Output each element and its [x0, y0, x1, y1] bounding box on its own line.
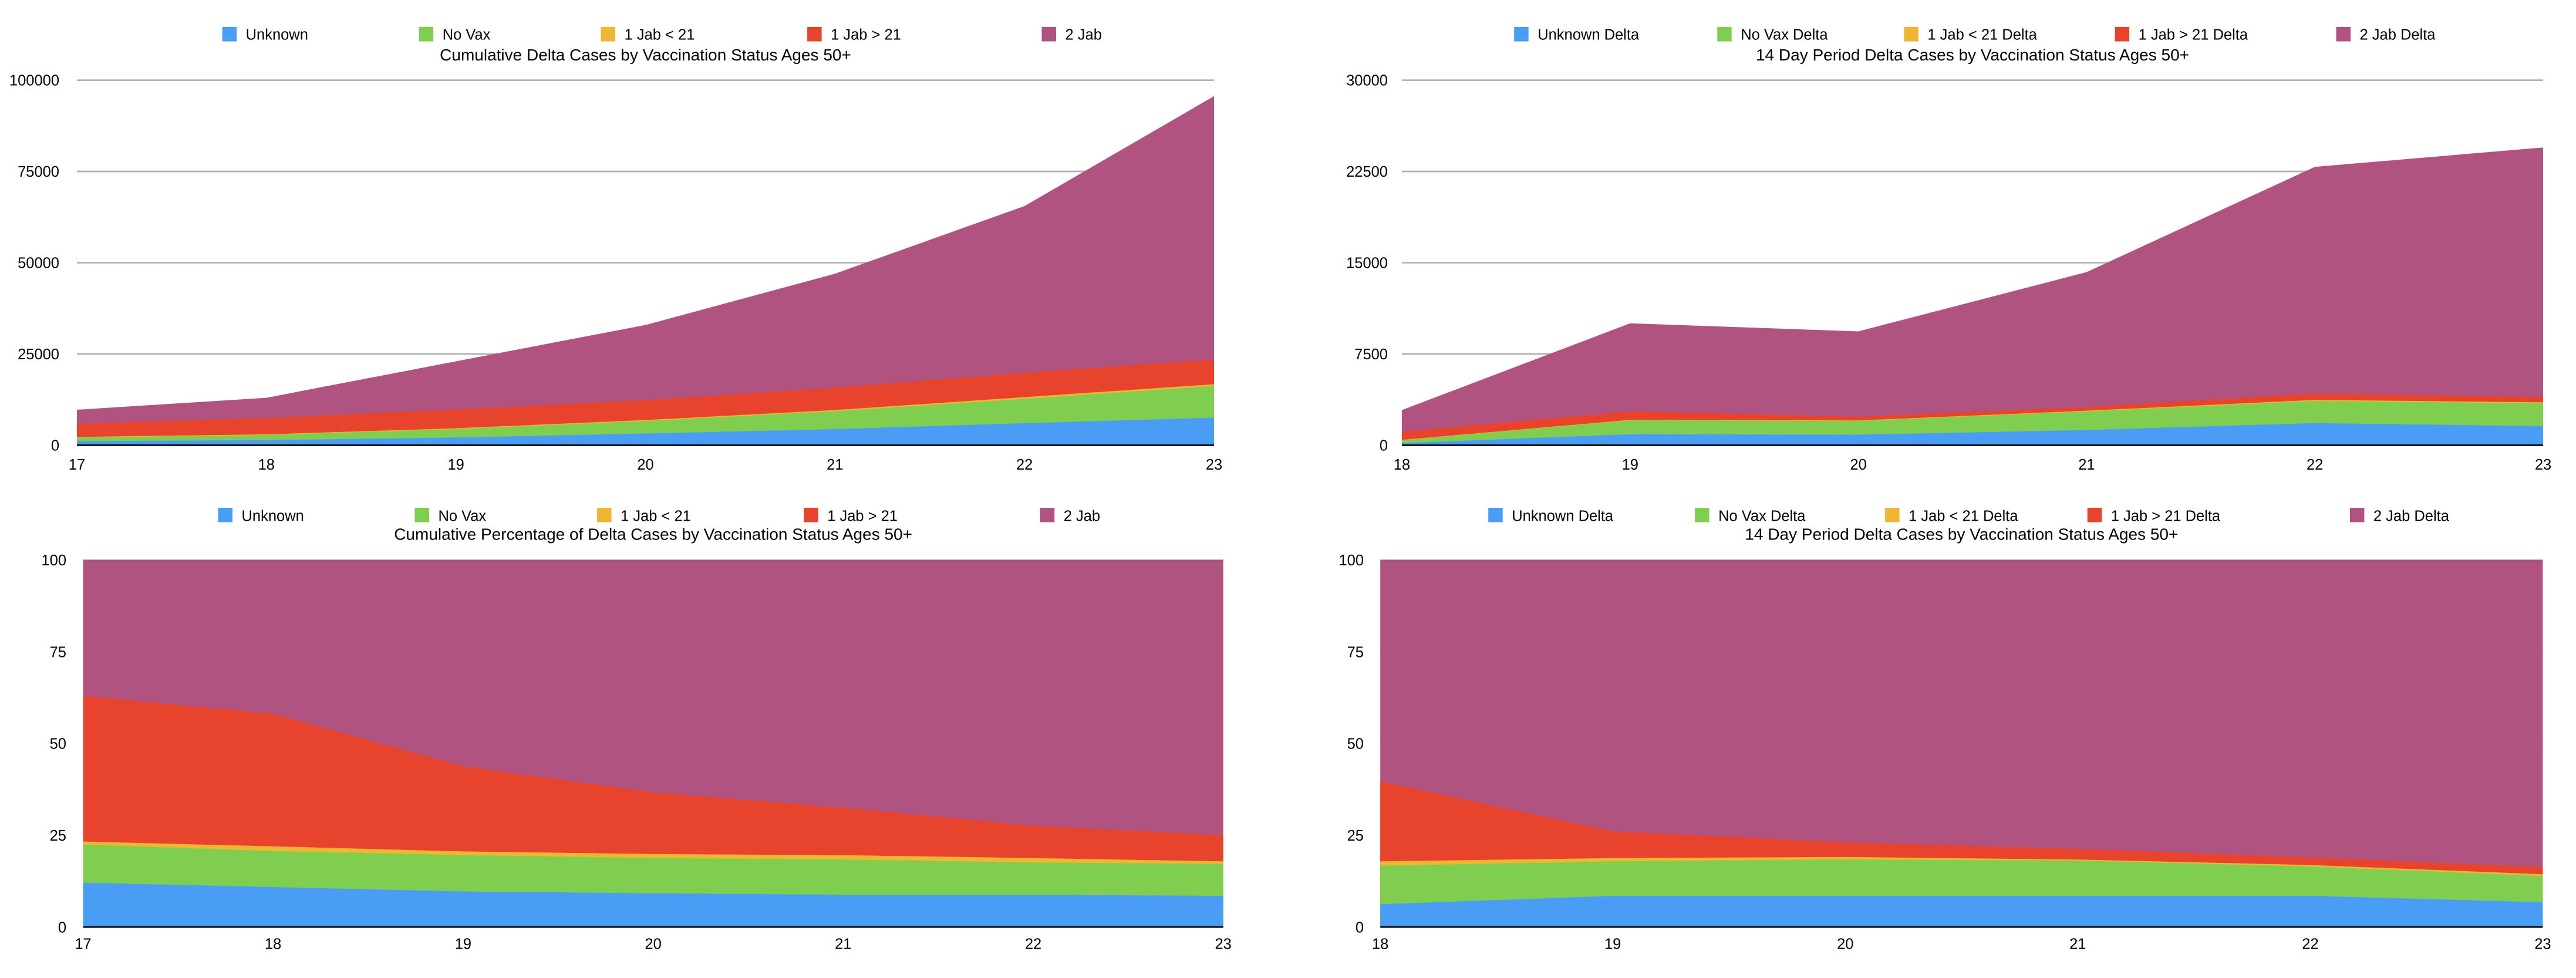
- svg-text:1 Jab < 21 Delta: 1 Jab < 21 Delta: [1909, 508, 2018, 524]
- svg-text:23: 23: [2535, 457, 2551, 473]
- svg-text:21: 21: [2078, 457, 2095, 473]
- svg-text:1 Jab > 21 Delta: 1 Jab > 21 Delta: [2139, 27, 2248, 43]
- svg-text:19: 19: [1604, 936, 1621, 953]
- svg-text:2 Jab Delta: 2 Jab Delta: [2360, 27, 2436, 43]
- svg-text:No Vax Delta: No Vax Delta: [1741, 27, 1828, 43]
- svg-text:0: 0: [58, 919, 66, 936]
- svg-text:1 Jab < 21: 1 Jab < 21: [625, 27, 695, 43]
- svg-text:No Vax: No Vax: [443, 27, 491, 43]
- svg-text:100: 100: [1338, 552, 1364, 569]
- svg-text:21: 21: [835, 936, 851, 953]
- svg-text:25: 25: [50, 828, 66, 844]
- svg-text:19: 19: [1622, 457, 1638, 473]
- svg-text:No Vax Delta: No Vax Delta: [1718, 508, 1806, 524]
- svg-text:1 Jab > 21: 1 Jab > 21: [831, 27, 901, 43]
- svg-text:21: 21: [827, 457, 843, 473]
- svg-text:15000: 15000: [1346, 255, 1388, 272]
- svg-text:17: 17: [75, 936, 91, 953]
- svg-text:100: 100: [41, 552, 66, 569]
- svg-text:50: 50: [1347, 736, 1364, 753]
- svg-text:14 Day Period Delta Cases by V: 14 Day Period Delta Cases by Vaccination…: [1756, 46, 2189, 64]
- svg-text:Unknown Delta: Unknown Delta: [1537, 27, 1640, 43]
- svg-text:0: 0: [1380, 438, 1388, 454]
- svg-text:1 Jab > 21: 1 Jab > 21: [827, 508, 898, 524]
- svg-text:22: 22: [1025, 936, 1041, 953]
- svg-text:18: 18: [1372, 936, 1388, 953]
- svg-text:22: 22: [1016, 457, 1033, 473]
- svg-text:19: 19: [448, 457, 464, 473]
- svg-text:50: 50: [50, 736, 66, 753]
- svg-text:0: 0: [51, 438, 59, 454]
- svg-text:17: 17: [69, 457, 85, 473]
- svg-text:1 Jab < 21 Delta: 1 Jab < 21 Delta: [1927, 27, 2037, 43]
- svg-text:75: 75: [1347, 644, 1364, 660]
- svg-text:25: 25: [1347, 828, 1364, 844]
- svg-text:Cumulative Percentage of Delta: Cumulative Percentage of Delta Cases by …: [394, 525, 912, 544]
- svg-text:1 Jab < 21: 1 Jab < 21: [621, 508, 691, 524]
- svg-text:Unknown: Unknown: [246, 27, 308, 43]
- svg-text:7500: 7500: [1354, 346, 1388, 363]
- svg-text:2 Jab: 2 Jab: [1064, 508, 1100, 524]
- svg-text:30000: 30000: [1346, 73, 1388, 89]
- svg-text:20: 20: [1837, 936, 1853, 953]
- svg-text:0: 0: [1356, 919, 1364, 936]
- svg-text:14 Day Period Delta Cases by V: 14 Day Period Delta Cases by Vaccination…: [1745, 525, 2178, 544]
- svg-text:75000: 75000: [18, 164, 59, 180]
- svg-text:18: 18: [1394, 457, 1410, 473]
- svg-text:2 Jab Delta: 2 Jab Delta: [2373, 508, 2450, 524]
- svg-text:1 Jab > 21 Delta: 1 Jab > 21 Delta: [2111, 508, 2221, 524]
- svg-text:2 Jab: 2 Jab: [1066, 27, 1102, 43]
- svg-text:23: 23: [1215, 936, 1232, 953]
- svg-text:20: 20: [645, 936, 661, 953]
- svg-text:Cumulative Delta Cases by Vacc: Cumulative Delta Cases by Vaccination St…: [440, 46, 851, 64]
- svg-text:25000: 25000: [18, 346, 59, 363]
- svg-text:50000: 50000: [18, 255, 59, 272]
- svg-text:23: 23: [1206, 457, 1222, 473]
- svg-text:Unknown Delta: Unknown Delta: [1512, 508, 1614, 524]
- svg-text:100000: 100000: [9, 73, 59, 89]
- svg-text:22: 22: [2307, 457, 2323, 473]
- svg-text:22: 22: [2302, 936, 2318, 953]
- svg-text:23: 23: [2534, 936, 2551, 953]
- svg-text:Unknown: Unknown: [242, 508, 304, 524]
- svg-text:No Vax: No Vax: [439, 508, 487, 524]
- svg-text:21: 21: [2069, 936, 2086, 953]
- svg-text:18: 18: [258, 457, 275, 473]
- svg-text:20: 20: [637, 457, 653, 473]
- svg-text:20: 20: [1850, 457, 1866, 473]
- svg-text:18: 18: [265, 936, 281, 953]
- svg-text:22500: 22500: [1346, 164, 1388, 180]
- svg-text:19: 19: [455, 936, 471, 953]
- svg-text:75: 75: [50, 644, 66, 660]
